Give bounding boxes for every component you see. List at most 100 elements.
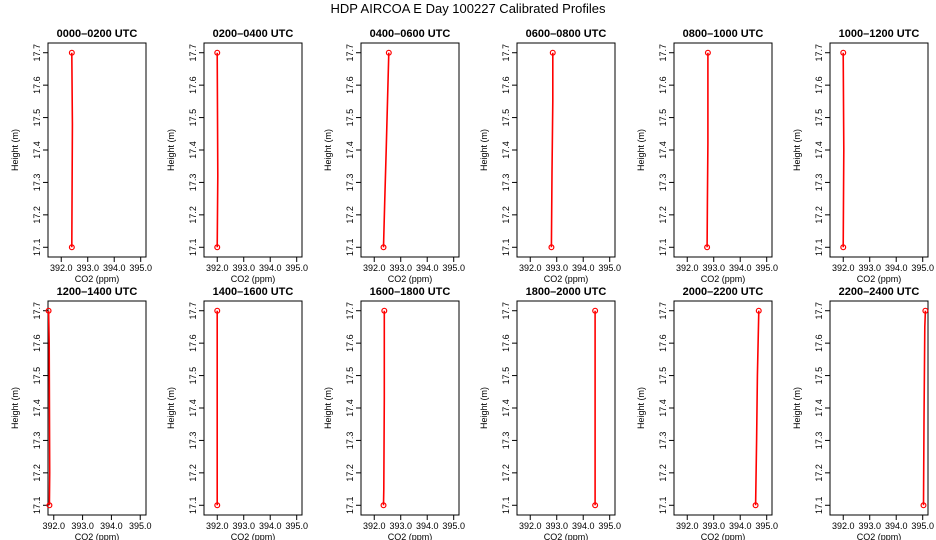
x-axis-label: CO2 (ppm) — [388, 532, 433, 540]
x-axis-label: CO2 (ppm) — [75, 274, 120, 284]
y-tick-label: 17.6 — [658, 76, 668, 94]
y-tick-label: 17.5 — [32, 367, 42, 385]
y-axis-label: Height (m) — [166, 129, 176, 171]
panel-10: 1800–2000 UTC 392.0 393.0 394.0 395.0 17.1 17.… — [479, 286, 621, 540]
y-tick-label: 17.4 — [32, 141, 42, 159]
x-axis-label: CO2 (ppm) — [75, 532, 120, 540]
y-tick-label: 17.7 — [501, 44, 511, 62]
x-tick-label: 393.0 — [232, 263, 255, 273]
y-tick-label: 17.1 — [501, 497, 511, 515]
y-tick-label: 17.2 — [188, 206, 198, 224]
x-tick-label: 394.0 — [103, 263, 126, 273]
y-tick-label: 17.3 — [188, 174, 198, 192]
panel-6: 1000–1200 UTC 392.0 393.0 394.0 395.0 17.1 17.… — [792, 28, 934, 284]
panel-12: 2200–2400 UTC 392.0 393.0 394.0 395.0 17.1 17.… — [792, 286, 934, 540]
y-tick-label: 17.3 — [501, 174, 511, 192]
y-tick-label: 17.6 — [188, 334, 198, 352]
x-tick-label: 394.0 — [259, 521, 282, 531]
y-tick-label: 17.5 — [32, 109, 42, 127]
y-tick-label: 17.4 — [501, 141, 511, 159]
profile-line — [706, 52, 709, 248]
profile-line — [382, 52, 390, 248]
x-tick-label: 393.0 — [232, 521, 255, 531]
y-tick-label: 17.5 — [814, 109, 824, 127]
panel-title: 0200–0400 UTC — [213, 28, 294, 40]
x-tick-label: 393.0 — [389, 521, 412, 531]
x-axis-label: CO2 (ppm) — [857, 532, 902, 540]
x-tick-label: 394.0 — [416, 263, 439, 273]
y-tick-label: 17.2 — [345, 464, 355, 482]
panel-8: 1400–1600 UTC 392.0 393.0 394.0 395.0 17.1 17.… — [166, 286, 308, 540]
y-axis-label: Height (m) — [792, 387, 802, 429]
y-axis-label: Height (m) — [479, 129, 489, 171]
x-tick-label: 393.0 — [858, 521, 881, 531]
panel-3: 0400–0600 UTC 392.0 393.0 394.0 395.0 17.1 17.… — [323, 28, 465, 284]
y-tick-label: 17.1 — [501, 239, 511, 257]
profile-point — [381, 307, 388, 314]
panel-7: 1200–1400 UTC 392.0 393.0 394.0 395.0 17.1 17.… — [10, 286, 152, 540]
y-tick-label: 17.3 — [814, 174, 824, 192]
x-axis-label: CO2 (ppm) — [231, 532, 276, 540]
profile-point — [548, 244, 555, 251]
profile-point — [45, 307, 52, 314]
y-tick-label: 17.1 — [658, 497, 668, 515]
profile-point — [68, 244, 75, 251]
y-tick-label: 17.5 — [345, 109, 355, 127]
y-tick-label: 17.2 — [32, 206, 42, 224]
profile-point — [840, 49, 847, 56]
profile-point — [755, 307, 762, 314]
x-tick-label: 394.0 — [885, 521, 908, 531]
x-tick-label: 394.0 — [729, 263, 752, 273]
x-tick-label: 392.0 — [676, 263, 699, 273]
panel-title: 1800–2000 UTC — [526, 286, 607, 298]
x-tick-label: 392.0 — [832, 263, 855, 273]
profile-point — [549, 49, 556, 56]
y-axis-label: Height (m) — [792, 129, 802, 171]
plot-frame — [203, 42, 303, 258]
plot-frame — [360, 300, 460, 516]
y-tick-label: 17.7 — [188, 44, 198, 62]
profile-point — [214, 49, 221, 56]
profile-point — [214, 244, 221, 251]
x-tick-label: 395.0 — [598, 263, 621, 273]
x-tick-label: 392.0 — [206, 521, 229, 531]
y-axis-label: Height (m) — [636, 129, 646, 171]
x-tick-label: 395.0 — [755, 521, 778, 531]
y-axis-label: Height (m) — [10, 129, 20, 171]
profile-line — [71, 52, 74, 248]
profile-line — [550, 52, 554, 248]
y-tick-label: 17.7 — [501, 302, 511, 320]
y-tick-label: 17.2 — [814, 206, 824, 224]
y-tick-label: 17.6 — [501, 76, 511, 94]
panel-title: 0600–0800 UTC — [526, 28, 607, 40]
y-tick-label: 17.5 — [501, 109, 511, 127]
x-tick-label: 395.0 — [442, 521, 465, 531]
y-tick-label: 17.6 — [501, 334, 511, 352]
x-axis-label: CO2 (ppm) — [231, 274, 276, 284]
y-tick-label: 17.7 — [345, 44, 355, 62]
x-tick-label: 393.0 — [702, 263, 725, 273]
plot-frame — [47, 42, 147, 258]
y-tick-label: 17.5 — [188, 109, 198, 127]
panel-title: 2000–2200 UTC — [683, 286, 764, 298]
x-tick-label: 395.0 — [911, 263, 934, 273]
profile-point — [592, 307, 599, 314]
x-tick-label: 393.0 — [76, 263, 99, 273]
x-axis-label: CO2 (ppm) — [701, 532, 746, 540]
y-tick-label: 17.3 — [814, 432, 824, 450]
profile-line — [47, 310, 51, 506]
y-axis-label: Height (m) — [636, 387, 646, 429]
x-tick-label: 395.0 — [598, 521, 621, 531]
y-tick-label: 17.5 — [658, 109, 668, 127]
y-tick-label: 17.1 — [814, 239, 824, 257]
y-tick-label: 17.2 — [501, 464, 511, 482]
panel-title: 0800–1000 UTC — [683, 28, 764, 40]
panel-5: 0800–1000 UTC 392.0 393.0 394.0 395.0 17.1 17.… — [636, 28, 778, 284]
y-tick-label: 17.3 — [658, 174, 668, 192]
x-tick-label: 393.0 — [545, 263, 568, 273]
y-tick-label: 17.4 — [32, 399, 42, 417]
x-axis-label: CO2 (ppm) — [857, 274, 902, 284]
profile-line — [922, 310, 927, 506]
y-tick-label: 17.5 — [188, 367, 198, 385]
profile-point — [214, 307, 221, 314]
